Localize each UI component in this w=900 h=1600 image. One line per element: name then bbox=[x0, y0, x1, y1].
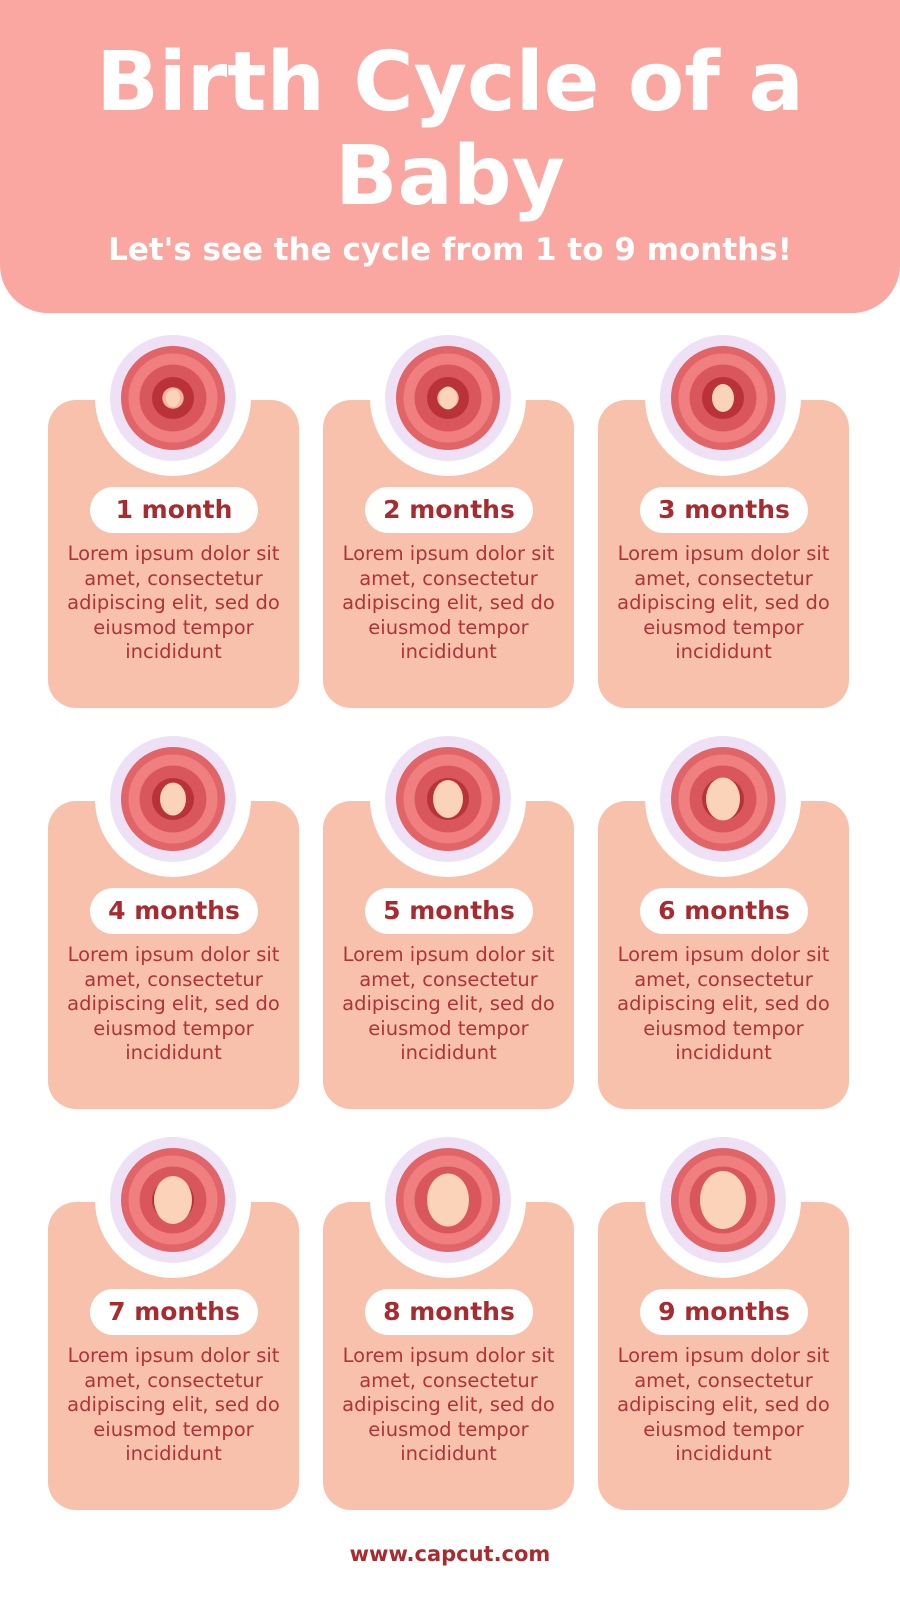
baby-icon bbox=[160, 782, 186, 816]
baby-icon bbox=[700, 1171, 746, 1229]
fetus-2-months-icon bbox=[396, 346, 500, 450]
stage-card: 7 months Lorem ipsum dolor sit amet, con… bbox=[48, 1122, 299, 1510]
fetus-5-months-icon bbox=[396, 747, 500, 851]
stage-label: 1 month bbox=[90, 487, 258, 533]
stage-description: Lorem ipsum dolor sit amet, consectetur … bbox=[342, 943, 555, 1064]
stage-description: Lorem ipsum dolor sit amet, consectetur … bbox=[617, 943, 830, 1064]
stage-card: 9 months Lorem ipsum dolor sit amet, con… bbox=[598, 1122, 849, 1510]
fetus-4-months-icon bbox=[121, 747, 225, 851]
stage-description: Lorem ipsum dolor sit amet, consectetur … bbox=[617, 1344, 830, 1465]
stage-label: 7 months bbox=[90, 1289, 258, 1335]
stage-description: Lorem ipsum dolor sit amet, consectetur … bbox=[67, 542, 280, 663]
fetus-8-months-icon bbox=[396, 1148, 500, 1252]
footer-url[interactable]: www.capcut.com bbox=[349, 1542, 551, 1566]
baby-icon bbox=[433, 780, 463, 818]
stage-label: 9 months bbox=[640, 1289, 808, 1335]
fetus-7-months-icon bbox=[121, 1148, 225, 1252]
stage-description: Lorem ipsum dolor sit amet, consectetur … bbox=[342, 1344, 555, 1465]
stage-label: 3 months bbox=[640, 487, 808, 533]
stage-card: 4 months Lorem ipsum dolor sit amet, con… bbox=[48, 721, 299, 1109]
baby-icon bbox=[166, 389, 180, 407]
fetus-3-months-icon bbox=[671, 346, 775, 450]
header-banner: Birth Cycle of a Baby Let's see the cycl… bbox=[0, 0, 900, 313]
stage-label: 2 months bbox=[365, 487, 533, 533]
stage-description: Lorem ipsum dolor sit amet, consectetur … bbox=[617, 542, 830, 663]
stage-description: Lorem ipsum dolor sit amet, consectetur … bbox=[67, 1344, 280, 1465]
stage-card: 3 months Lorem ipsum dolor sit amet, con… bbox=[598, 320, 849, 708]
baby-icon bbox=[712, 384, 734, 412]
stage-card: 5 months Lorem ipsum dolor sit amet, con… bbox=[323, 721, 574, 1109]
stage-card: 2 months Lorem ipsum dolor sit amet, con… bbox=[323, 320, 574, 708]
baby-icon bbox=[439, 386, 457, 410]
fetus-6-months-icon bbox=[671, 747, 775, 851]
baby-icon bbox=[706, 777, 740, 821]
stage-description: Lorem ipsum dolor sit amet, consectetur … bbox=[67, 943, 280, 1064]
stage-label: 5 months bbox=[365, 888, 533, 934]
embryo-1-month-icon bbox=[121, 346, 225, 450]
stage-label: 6 months bbox=[640, 888, 808, 934]
stage-label: 8 months bbox=[365, 1289, 533, 1335]
stage-card: 8 months Lorem ipsum dolor sit amet, con… bbox=[323, 1122, 574, 1510]
stage-card: 1 month Lorem ipsum dolor sit amet, cons… bbox=[48, 320, 299, 708]
baby-icon bbox=[154, 1176, 192, 1224]
fetus-9-months-icon bbox=[671, 1148, 775, 1252]
baby-icon bbox=[427, 1173, 469, 1227]
page-title: Birth Cycle of a Baby bbox=[96, 35, 804, 224]
stage-label: 4 months bbox=[90, 888, 258, 934]
page-subtitle: Let's see the cycle from 1 to 9 months! bbox=[108, 232, 792, 268]
stage-description: Lorem ipsum dolor sit amet, consectetur … bbox=[342, 542, 555, 663]
stage-card: 6 months Lorem ipsum dolor sit amet, con… bbox=[598, 721, 849, 1109]
